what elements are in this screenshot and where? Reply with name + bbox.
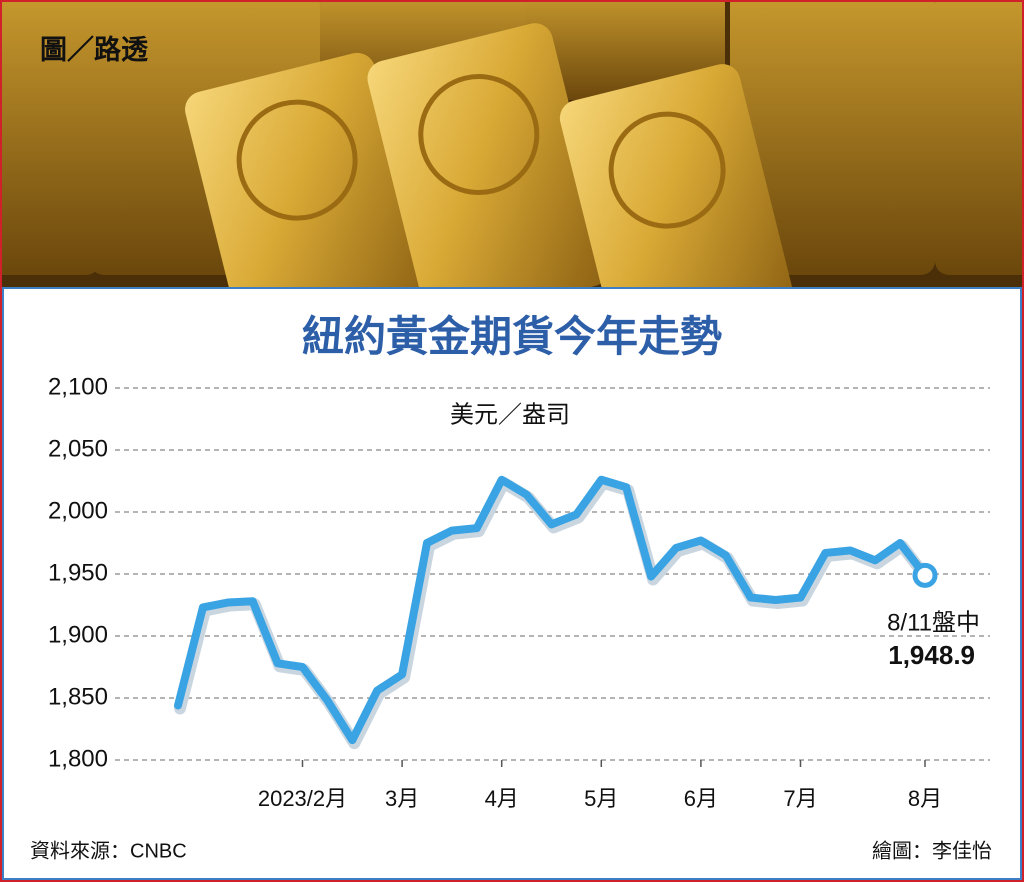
y-tick-label: 2,050: [48, 435, 108, 462]
y-axis-label: 美元／盎司: [450, 401, 570, 428]
x-tick-label: 3月: [385, 786, 419, 811]
chart-title: 紐約黃金期貨今年走勢: [302, 313, 722, 360]
x-tick-label: 2023/2月: [258, 786, 347, 811]
photo-credit: 圖／路透: [40, 34, 148, 65]
y-tick-label: 1,950: [48, 559, 108, 586]
y-tick-label: 1,900: [48, 621, 108, 648]
y-tick-label: 1,800: [48, 745, 108, 772]
end-marker: [912, 562, 938, 588]
annotation: 8/11盤中: [887, 610, 980, 637]
x-tick-label: 8月: [908, 786, 942, 811]
x-tick-label: 5月: [584, 786, 618, 811]
x-tick-label: 7月: [783, 786, 817, 811]
photo: 圖／路透: [0, 0, 1024, 354]
y-tick-label: 2,100: [48, 373, 108, 400]
credit: 繪圖：李佳怡: [872, 839, 992, 862]
value-label: 1,948.9: [888, 640, 975, 670]
x-tick-label: 6月: [684, 786, 718, 811]
source: 資料來源：CNBC: [30, 839, 187, 862]
chart-panel: [2, 287, 1022, 880]
line: [174, 475, 929, 745]
y-tick-label: 2,000: [48, 497, 108, 524]
x-tick-label: 4月: [485, 786, 519, 811]
y-tick-label: 1,850: [48, 683, 108, 710]
